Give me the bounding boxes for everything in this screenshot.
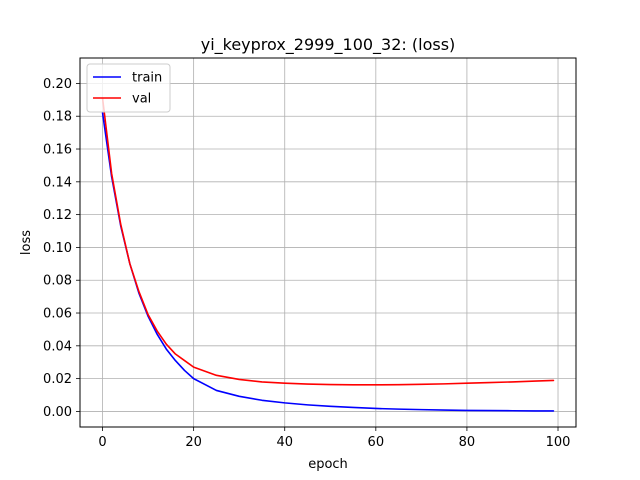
series-line-val xyxy=(101,97,555,386)
x-axis-label: epoch xyxy=(308,457,348,472)
x-tick-label: 60 xyxy=(368,435,385,450)
y-axis-label: loss xyxy=(19,230,34,255)
plot-frame xyxy=(79,57,577,428)
x-tick-label: 100 xyxy=(546,435,571,450)
legend-box xyxy=(86,63,171,113)
legend-label-train: train xyxy=(132,71,162,86)
series-layer xyxy=(101,97,555,412)
y-tick-label: 0.12 xyxy=(43,208,72,223)
y-tick-label: 0.00 xyxy=(43,405,72,420)
y-tick-label: 0.02 xyxy=(43,372,72,387)
y-tick-label: 0.14 xyxy=(43,175,72,190)
legend: train val xyxy=(86,63,171,113)
ticks: 0 20 40 60 80 100 0.00 0.02 0.04 0.06 0.08 0.10 0.12… xyxy=(43,77,570,450)
y-tick-label: 0.06 xyxy=(43,307,72,322)
legend-label-val: val xyxy=(132,92,151,107)
y-tick-label: 0.08 xyxy=(43,274,72,289)
grid xyxy=(80,58,576,427)
y-tick-label: 0.04 xyxy=(43,339,72,354)
x-tick-label: 80 xyxy=(459,435,476,450)
x-tick-label: 40 xyxy=(276,435,293,450)
y-tick-label: 0.16 xyxy=(43,143,72,158)
chart-title: yi_keyprox_2999_100_32: (loss) xyxy=(201,35,456,55)
y-tick-label: 0.18 xyxy=(43,110,72,125)
x-tick-label: 20 xyxy=(185,435,202,450)
x-tick-label: 0 xyxy=(98,435,106,450)
y-tick-label: 0.20 xyxy=(43,77,72,92)
y-tick-label: 0.10 xyxy=(43,241,72,256)
